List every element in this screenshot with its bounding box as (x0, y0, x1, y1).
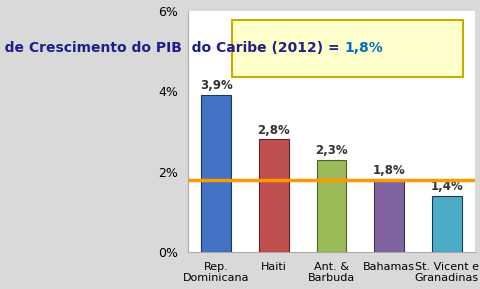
Text: Taxa  de Crescimento do PIB  do Caribe (2012) =: Taxa de Crescimento do PIB do Caribe (20… (0, 41, 344, 55)
Text: 1,8%: 1,8% (344, 41, 383, 55)
Bar (258, 139, 288, 252)
Bar (201, 95, 231, 252)
Text: 1,8%: 1,8% (372, 164, 405, 177)
Text: 2,3%: 2,3% (314, 144, 347, 157)
Bar (373, 180, 403, 252)
Bar (431, 196, 461, 252)
FancyBboxPatch shape (232, 20, 462, 77)
Text: 3,9%: 3,9% (200, 79, 232, 92)
Text: 1,4%: 1,4% (430, 180, 462, 193)
Bar (316, 160, 346, 252)
Text: 2,8%: 2,8% (257, 124, 289, 137)
